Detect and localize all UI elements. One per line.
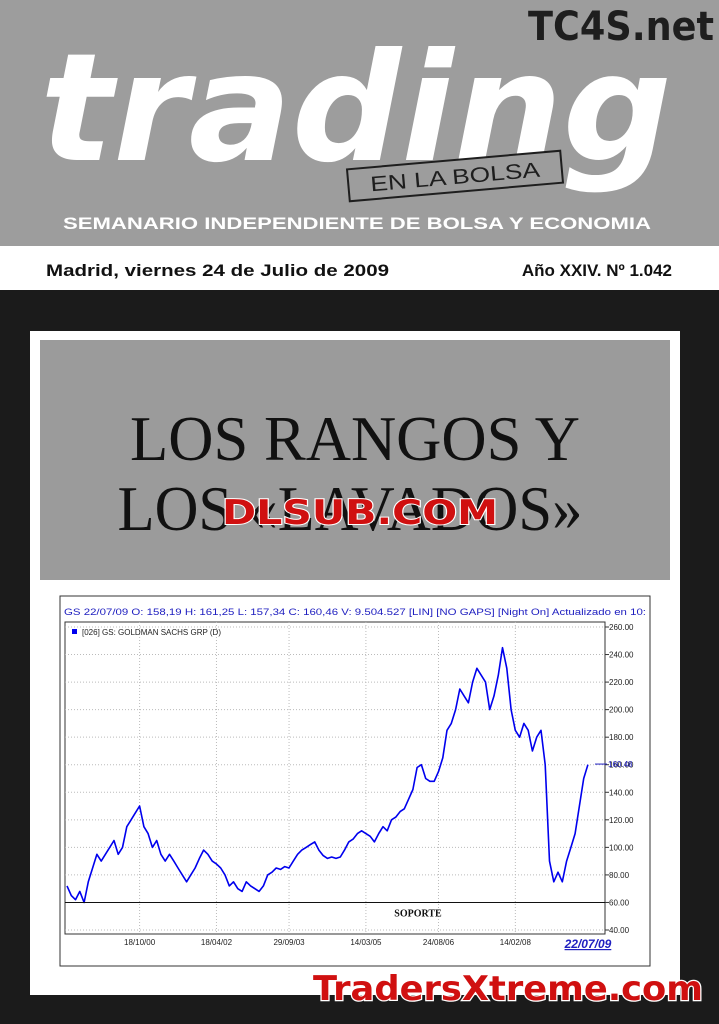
y-tick-label: 220.00	[609, 678, 634, 687]
price-line	[66, 646, 589, 904]
tagline-box: EN LA BOLSA	[345, 149, 565, 203]
x-tick-label: 18/10/00	[124, 938, 156, 947]
legend-swatch	[72, 629, 77, 634]
plot-area	[64, 621, 606, 935]
masthead: trading	[40, 22, 672, 196]
header-band	[0, 0, 719, 246]
y-tick-label: 80.00	[609, 871, 630, 880]
y-tick-label: 160.00	[609, 761, 634, 770]
x-tick-label: 29/09/03	[273, 938, 305, 947]
chart: 40.0060.0080.00100.00120.00140.00160.001…	[64, 621, 634, 951]
watermark: TradersXtreme.com	[313, 969, 703, 1009]
y-tick-label: 40.00	[609, 926, 630, 935]
x-tick-label: 14/02/08	[500, 938, 532, 947]
y-tick-label: 180.00	[609, 733, 634, 742]
y-tick-label: 200.00	[609, 706, 634, 715]
x-tick-label: 18/04/02	[201, 938, 233, 947]
x-tick-label: 24/08/06	[423, 938, 455, 947]
subtitle: SEMANARIO INDEPENDIENTE DE BOLSA Y ECONO…	[63, 214, 651, 233]
x-tick-label: 14/03/05	[350, 938, 382, 947]
y-tick-label: 260.00	[609, 623, 634, 632]
y-tick-label: 100.00	[609, 843, 634, 852]
y-tick-label: 140.00	[609, 788, 634, 797]
watermark: DLSUB.COM	[222, 493, 498, 533]
y-tick-label: 120.00	[609, 816, 634, 825]
support-label: SOPORTE	[394, 908, 442, 919]
issue: Año XXIV. Nº 1.042	[522, 261, 672, 280]
x-tick-label: 22/07/09	[564, 937, 612, 951]
site-name: TC4S.net	[528, 4, 714, 50]
tagline-frame	[345, 149, 565, 203]
headline-line: LOS «LAVADOS»	[118, 473, 583, 544]
date-strip	[0, 246, 719, 290]
chart-frame	[59, 595, 651, 967]
headline-line: LOS RANGOS Y	[130, 403, 580, 474]
chart-info: GS 22/07/09 O: 158,19 H: 161,25 L: 157,3…	[64, 607, 646, 617]
last-value-label: 160.48	[608, 760, 633, 769]
y-tick-label: 60.00	[609, 898, 630, 907]
headline-box	[40, 340, 670, 580]
date: Madrid, viernes 24 de Julio de 2009	[46, 261, 389, 280]
y-tick-label: 240.00	[609, 651, 634, 660]
legend-label: [026] GS: GOLDMAN SACHS GRP (D)	[82, 628, 221, 637]
